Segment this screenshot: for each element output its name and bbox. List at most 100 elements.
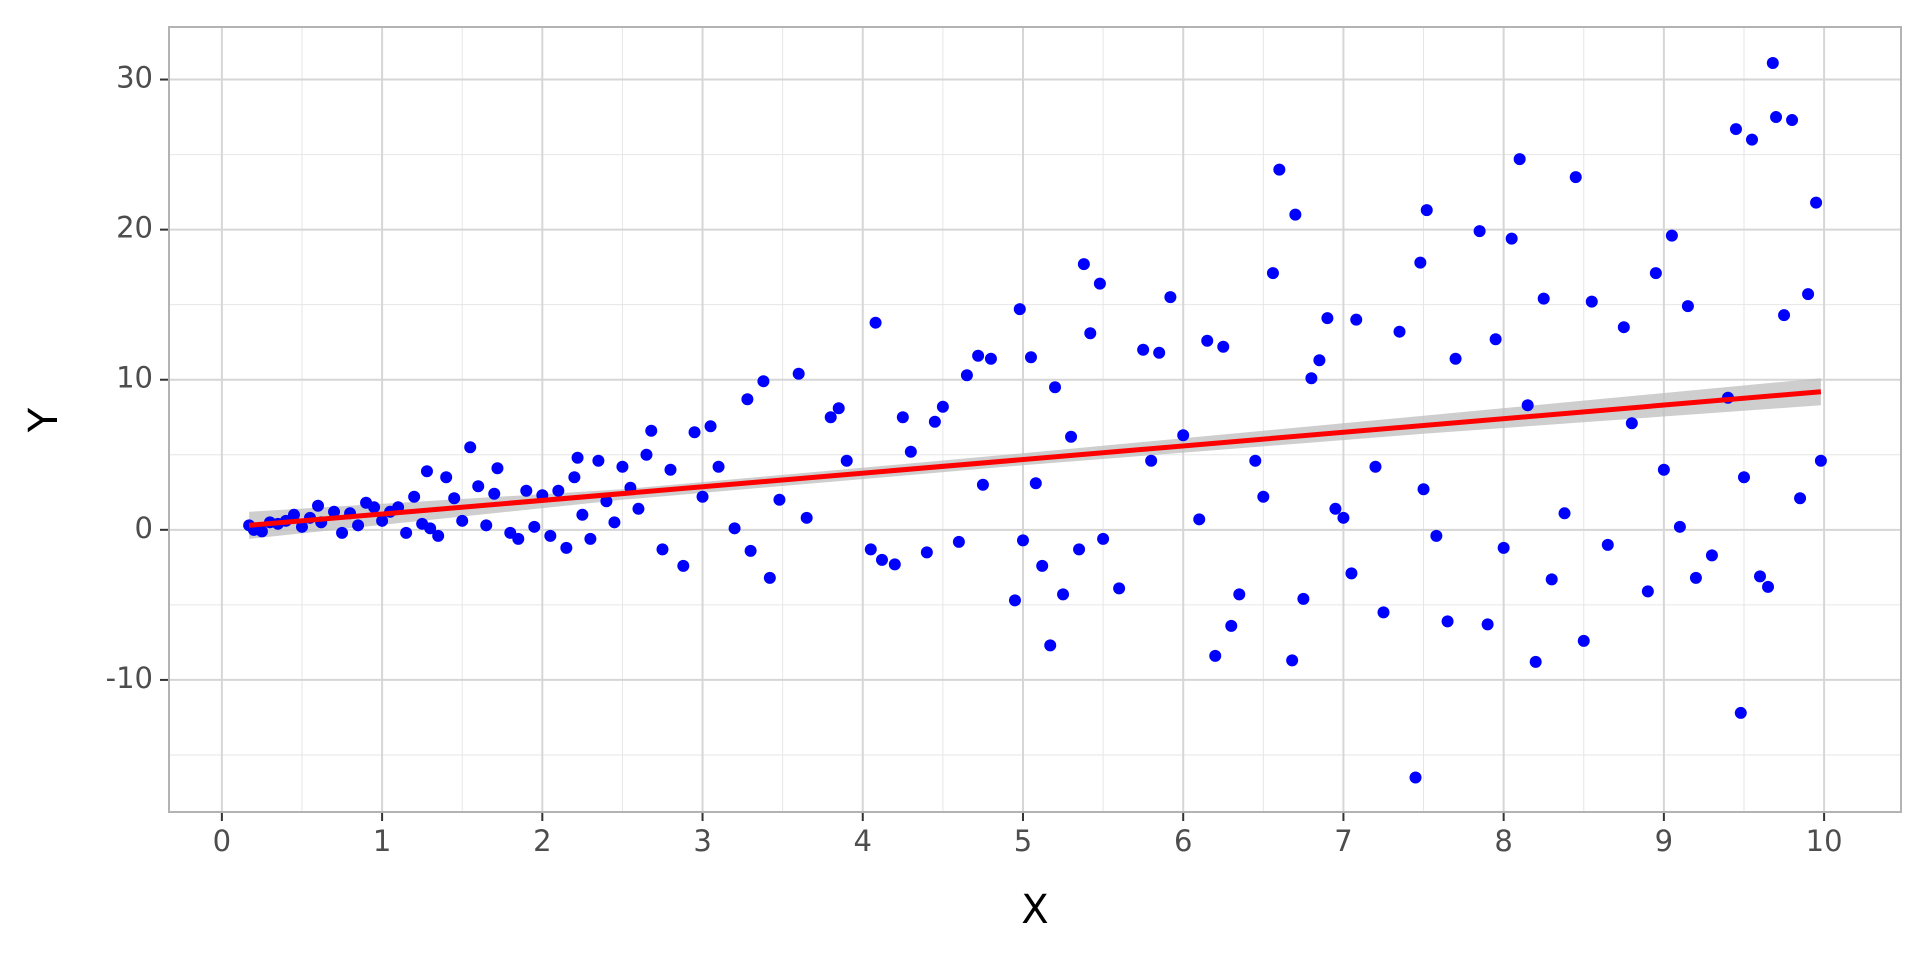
point — [1016, 534, 1029, 547]
point — [773, 493, 786, 506]
point — [336, 526, 349, 539]
point — [1414, 256, 1427, 269]
point — [352, 519, 365, 532]
point — [728, 522, 741, 535]
point — [832, 402, 845, 415]
point — [1473, 225, 1486, 238]
y-tick-label: -10 — [106, 661, 153, 695]
point — [480, 519, 493, 532]
point — [1008, 594, 1021, 607]
point — [640, 448, 653, 461]
point — [1745, 133, 1758, 146]
point — [1497, 541, 1510, 554]
point — [376, 514, 389, 527]
point — [1049, 381, 1062, 394]
y-tick-label: 20 — [116, 211, 153, 245]
point — [864, 543, 877, 556]
point — [1233, 588, 1246, 601]
fit-line — [248, 389, 1822, 528]
point — [744, 544, 757, 557]
y-tick-label: 0 — [135, 511, 153, 545]
point — [368, 501, 381, 514]
point — [1737, 471, 1750, 484]
plot-border — [168, 26, 1902, 813]
point — [920, 546, 933, 559]
point — [1489, 333, 1502, 346]
point — [1350, 313, 1363, 326]
point — [1145, 454, 1158, 467]
x-tick-label: 6 — [1174, 824, 1192, 858]
point — [552, 484, 565, 497]
point — [1369, 460, 1382, 473]
point — [312, 499, 325, 512]
point — [972, 349, 985, 362]
point — [1802, 288, 1815, 301]
y-tick-label: 30 — [116, 61, 153, 95]
point — [1321, 312, 1334, 325]
point — [560, 541, 573, 554]
x-tick-label: 4 — [854, 824, 872, 858]
point — [1193, 513, 1206, 526]
point — [1273, 163, 1286, 176]
point — [1057, 588, 1070, 601]
point — [1313, 354, 1326, 367]
point — [1409, 771, 1422, 784]
point — [645, 424, 658, 437]
x-tick-label: 3 — [693, 824, 711, 858]
point — [1345, 567, 1358, 580]
point — [520, 484, 533, 497]
point — [1641, 585, 1654, 598]
point — [1810, 196, 1823, 209]
point — [1036, 559, 1049, 572]
x-tick-label: 5 — [1014, 824, 1032, 858]
point — [656, 543, 669, 556]
point — [800, 511, 813, 524]
point — [1013, 303, 1026, 316]
point — [896, 411, 909, 424]
point — [677, 559, 690, 572]
point — [1289, 208, 1302, 221]
point — [1377, 606, 1390, 619]
point — [408, 490, 421, 503]
point — [1617, 321, 1630, 334]
x-axis-title: X — [1021, 887, 1048, 933]
x-tick-label: 8 — [1494, 824, 1512, 858]
point — [1073, 543, 1086, 556]
point — [456, 514, 469, 527]
point — [1601, 538, 1614, 551]
point — [1770, 111, 1783, 124]
point — [1754, 570, 1767, 583]
point — [1786, 114, 1799, 127]
point — [255, 525, 268, 538]
point — [1558, 507, 1571, 520]
point — [1778, 309, 1791, 322]
point — [1665, 229, 1678, 242]
point — [1577, 634, 1590, 647]
point — [1505, 232, 1518, 245]
point — [544, 529, 557, 542]
point — [1201, 334, 1214, 347]
point — [1649, 267, 1662, 280]
point — [1762, 580, 1775, 593]
point — [1084, 327, 1097, 340]
point — [1029, 477, 1042, 490]
x-tick-label: 9 — [1655, 824, 1673, 858]
point — [616, 460, 629, 473]
x-tick-label: 7 — [1334, 824, 1352, 858]
point — [1137, 343, 1150, 356]
point — [448, 492, 461, 505]
point — [608, 516, 621, 529]
point — [1585, 295, 1598, 308]
point — [1417, 483, 1430, 496]
point — [1044, 639, 1057, 652]
point — [1153, 346, 1166, 359]
point — [869, 316, 882, 329]
point — [1257, 490, 1270, 503]
point — [696, 490, 709, 503]
point — [488, 487, 501, 500]
point — [704, 420, 717, 433]
point — [295, 520, 308, 533]
point — [664, 463, 677, 476]
point — [1794, 492, 1807, 505]
